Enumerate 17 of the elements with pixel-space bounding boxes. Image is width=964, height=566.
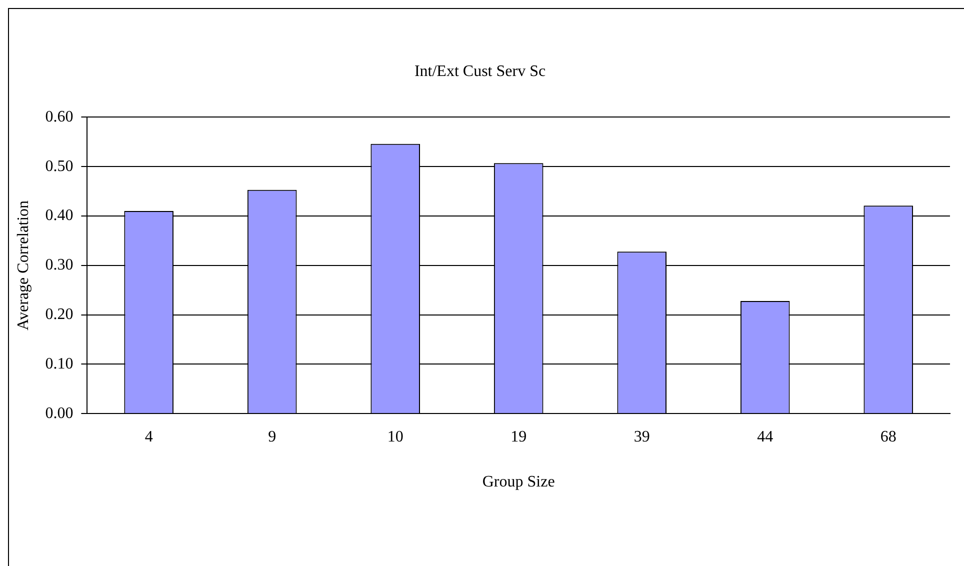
x-axis-title: Group Size bbox=[482, 474, 555, 491]
y-axis-title: Average Correlation bbox=[14, 200, 32, 330]
y-tick-label: 0.00 bbox=[45, 404, 74, 422]
x-tick-label: 39 bbox=[634, 428, 650, 446]
chart-title: Int/Ext Cust Serv Sc bbox=[414, 62, 546, 80]
y-tick-label: 0.10 bbox=[45, 355, 74, 372]
y-tick-label: 0.30 bbox=[45, 256, 74, 274]
x-tick-label: 44 bbox=[757, 428, 774, 446]
x-tick-label: 10 bbox=[387, 428, 404, 446]
y-tick-label: 0.40 bbox=[45, 207, 74, 224]
x-tick-label: 4 bbox=[144, 428, 153, 446]
x-tick-label: 68 bbox=[880, 428, 896, 446]
y-tick-label: 0.50 bbox=[45, 158, 74, 175]
y-tick-label: 0.60 bbox=[45, 108, 74, 126]
y-tick-label: 0.20 bbox=[45, 306, 74, 324]
x-tick-label: 9 bbox=[268, 428, 276, 446]
x-tick-label: 19 bbox=[510, 428, 527, 446]
